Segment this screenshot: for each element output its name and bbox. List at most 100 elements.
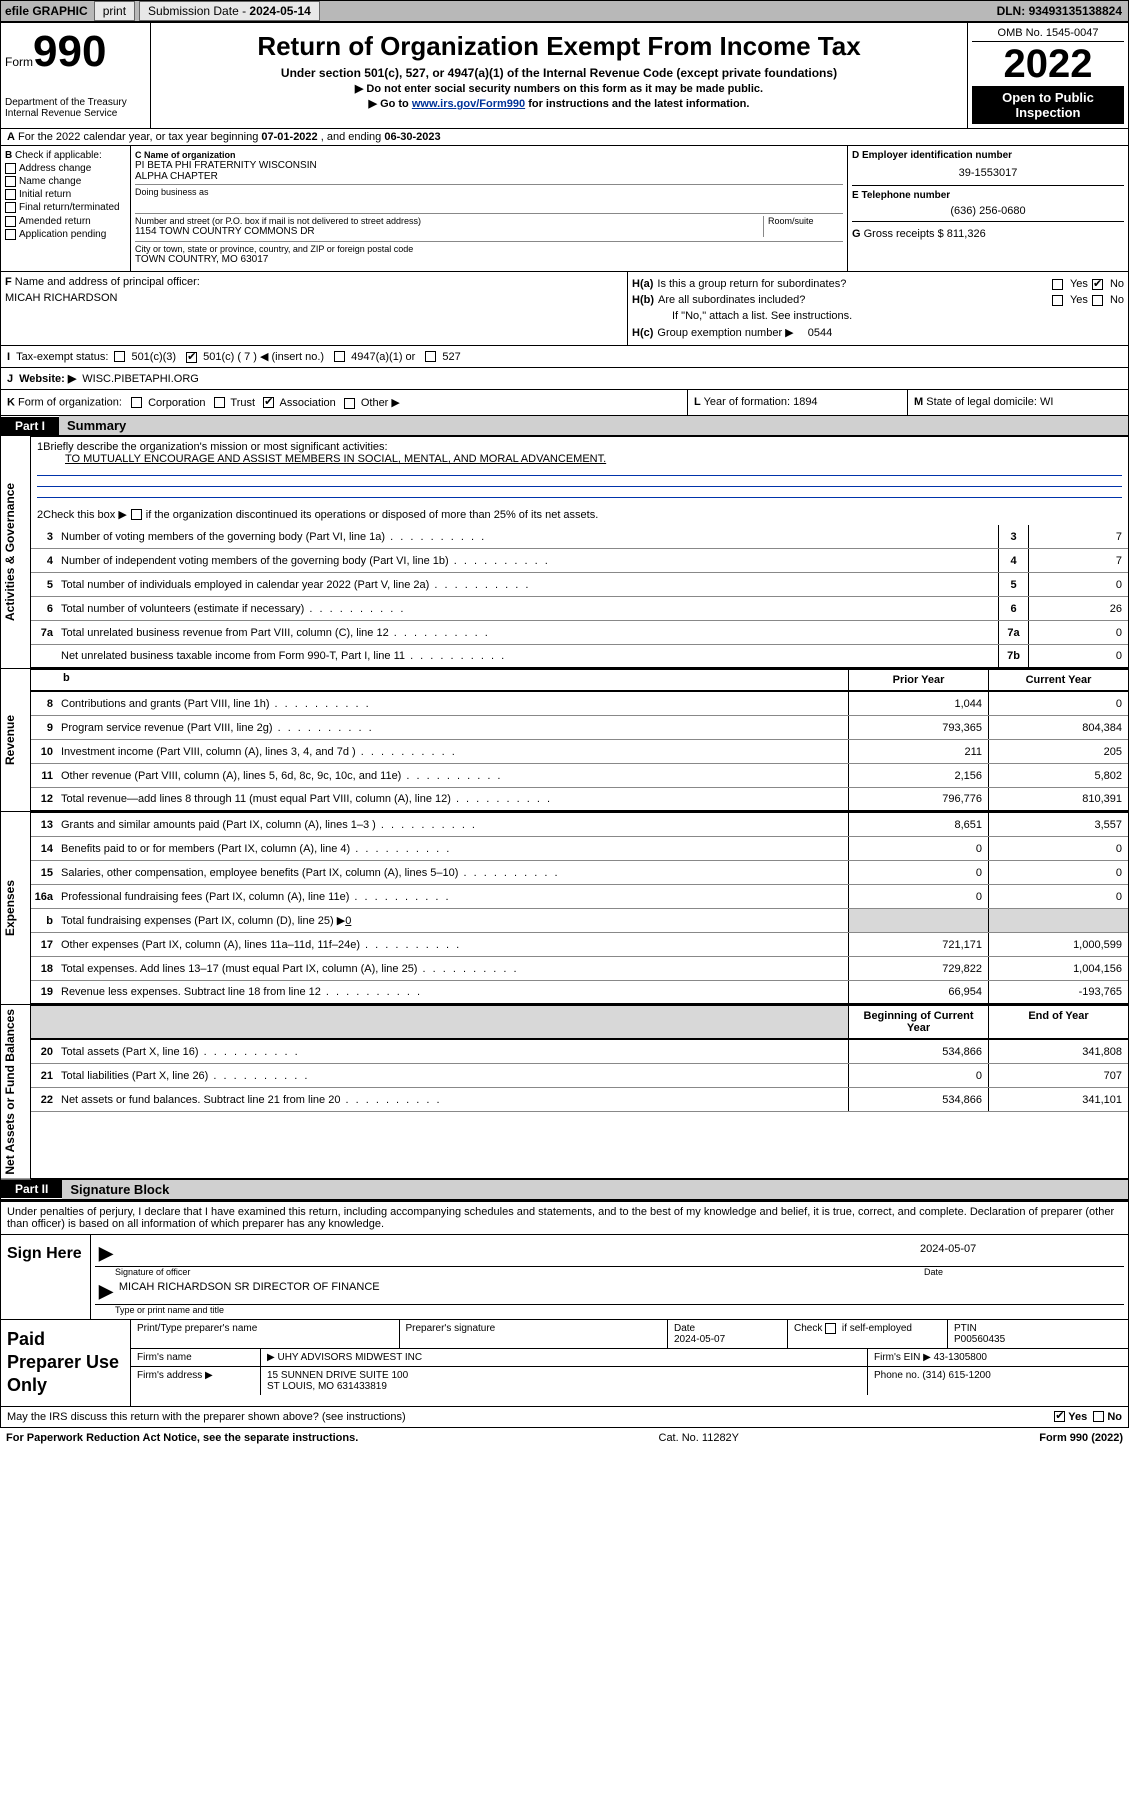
f-name: MICAH RICHARDSON (5, 292, 623, 304)
ha-no-checkbox[interactable] (1092, 279, 1103, 290)
na-section: Beginning of Current Year End of Year 20… (31, 1005, 1128, 1180)
submission-date-label: Submission Date - (148, 4, 249, 18)
colb-checkbox-3[interactable] (5, 202, 16, 213)
dln-label: DLN: (997, 4, 1029, 18)
colb-item: Address change (5, 163, 126, 174)
j-label: J (7, 373, 13, 385)
pr2-label: Firm's name (131, 1349, 261, 1366)
irs-label: Internal Revenue Service (5, 108, 146, 119)
sig-officer-label: Signature of officer (115, 1267, 924, 1277)
row-k-checkbox-0[interactable] (131, 397, 142, 408)
part1-tag: Part I (1, 417, 59, 435)
street-label: Number and street (or P.O. box if mail i… (135, 216, 763, 226)
gov-row: 6 Total number of volunteers (estimate i… (31, 597, 1128, 621)
colb-checkbox-0[interactable] (5, 163, 16, 174)
row-current: 707 (988, 1064, 1128, 1087)
row-num: 16a (31, 891, 59, 903)
street-value: 1154 TOWN COUNTRY COMMONS DR (135, 226, 763, 237)
form-header-right: OMB No. 1545-0047 2022 Open to Public In… (968, 23, 1128, 128)
sign-date-value: 2024-05-07 (920, 1243, 1120, 1264)
l-label: L (694, 396, 701, 408)
sign-name-label: Type or print name and title (95, 1305, 1124, 1315)
gov-row-box: 7a (998, 621, 1028, 644)
colb-item: Initial return (5, 189, 126, 200)
hb-no: No (1110, 294, 1124, 306)
table-row: 19 Revenue less expenses. Subtract line … (31, 981, 1128, 1005)
row-prior: 0 (848, 837, 988, 860)
m-label: M (914, 396, 923, 408)
gov-row-desc: Number of independent voting members of … (59, 555, 998, 567)
row-i-checkbox-1[interactable] (186, 352, 197, 363)
row-k-opt: Association (263, 397, 336, 409)
row-prior: 534,866 (848, 1040, 988, 1063)
exp-b-val: 0 (345, 915, 351, 927)
gov-row-desc: Total number of volunteers (estimate if … (59, 603, 998, 615)
discuss-yes-checkbox[interactable] (1054, 1411, 1065, 1422)
form-word: Form (5, 55, 33, 69)
phone-value: (636) 256-0680 (852, 205, 1124, 217)
paid-row-3: Firm's address ▶ 15 SUNNEN DRIVE SUITE 1… (131, 1367, 1128, 1395)
f-label: F (5, 276, 12, 288)
submission-date-button[interactable]: Submission Date - 2024-05-14 (139, 1, 320, 21)
table-row: 14 Benefits paid to or for members (Part… (31, 837, 1128, 861)
row-desc: Revenue less expenses. Subtract line 18 … (59, 986, 848, 998)
print-button[interactable]: print (94, 1, 135, 21)
instr2-link[interactable]: www.irs.gov/Form990 (412, 98, 525, 110)
g-text: Gross receipts $ (864, 228, 947, 240)
row-k-opt: Trust (214, 397, 256, 409)
row-prior: 721,171 (848, 933, 988, 956)
colb-checkbox-4[interactable] (5, 216, 16, 227)
mission-lines (37, 475, 1122, 498)
row-k-checkbox-2[interactable] (263, 397, 274, 408)
colb-checkbox-2[interactable] (5, 189, 16, 200)
row-i-checkbox-2[interactable] (334, 351, 345, 362)
row-prior: 0 (848, 885, 988, 908)
discuss-no-checkbox[interactable] (1093, 1411, 1104, 1422)
pr3-label: Firm's address ▶ (131, 1367, 261, 1395)
self-employed-checkbox[interactable] (825, 1323, 836, 1334)
omb-number: OMB No. 1545-0047 (972, 27, 1124, 42)
row-prior: 0 (848, 861, 988, 884)
colb-checkbox-5[interactable] (5, 229, 16, 240)
row-i-checkbox-3[interactable] (425, 351, 436, 362)
row-desc: Benefits paid to or for members (Part IX… (59, 843, 848, 855)
col-b: B Check if applicable: Address changeNam… (1, 146, 131, 271)
gov-row-num: 6 (31, 603, 59, 615)
hb-no-checkbox[interactable] (1092, 295, 1103, 306)
gov-row-num: 5 (31, 579, 59, 591)
row-desc: Grants and similar amounts paid (Part IX… (59, 819, 848, 831)
gov-row-box: 6 (998, 597, 1028, 620)
row-prior: 66,954 (848, 981, 988, 1003)
colb-item-label: Application pending (19, 229, 106, 240)
row-k-checkbox-3[interactable] (344, 398, 355, 409)
row-num: 19 (31, 986, 59, 998)
row-fh: F Name and address of principal officer:… (0, 272, 1129, 346)
colb-item-label: Amended return (19, 216, 91, 227)
row-i-checkbox-0[interactable] (114, 351, 125, 362)
row-num: 9 (31, 722, 59, 734)
row-current: 341,101 (988, 1088, 1128, 1111)
row-k: K Form of organization: Corporation Trus… (1, 390, 688, 415)
exp-b-desc: Total fundraising expenses (Part IX, col… (59, 914, 848, 927)
row-desc: Net assets or fund balances. Subtract li… (59, 1094, 848, 1106)
vlabel-rev: Revenue (1, 669, 31, 812)
city-label: City or town, state or province, country… (135, 244, 843, 254)
q2-checkbox[interactable] (131, 509, 142, 520)
i-label: I (7, 351, 10, 363)
row-num: 20 (31, 1046, 59, 1058)
colb-checkbox-1[interactable] (5, 176, 16, 187)
sig-declaration: Under penalties of perjury, I declare th… (1, 1202, 1128, 1235)
row-i-opt: 4947(a)(1) or (334, 351, 415, 363)
ha-yes-checkbox[interactable] (1052, 279, 1063, 290)
row-a-pre: For the 2022 calendar year, or tax year … (18, 131, 261, 143)
row-current: 804,384 (988, 716, 1128, 739)
row-desc: Total liabilities (Part X, line 26) (59, 1070, 848, 1082)
gov-row-val: 0 (1028, 621, 1128, 644)
row-prior: 793,365 (848, 716, 988, 739)
hb-yes-checkbox[interactable] (1052, 295, 1063, 306)
pr1-date: 2024-05-07 (674, 1334, 725, 1345)
pr3-phone: Phone no. (314) 615-1200 (868, 1367, 1128, 1395)
signature-block: Under penalties of perjury, I declare th… (0, 1200, 1129, 1407)
row-desc: Other expenses (Part IX, column (A), lin… (59, 939, 848, 951)
row-k-checkbox-1[interactable] (214, 397, 225, 408)
